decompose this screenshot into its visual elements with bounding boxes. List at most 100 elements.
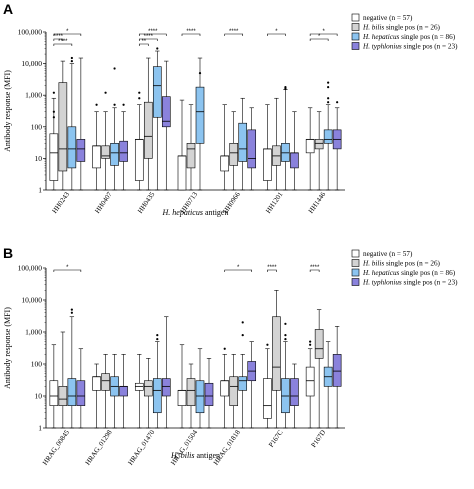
legend-label: negative (n = 57) bbox=[363, 14, 413, 22]
legend-label-rest: single pos (n = 23) bbox=[402, 43, 458, 51]
x-axis-label-italic: H. hepaticus bbox=[162, 208, 203, 217]
significance-bracket: * bbox=[267, 29, 286, 36]
box-bilis bbox=[229, 354, 239, 429]
outlier-point bbox=[284, 334, 287, 337]
outlier-point bbox=[327, 97, 330, 100]
x-tick-label: HRAG_01298 bbox=[84, 428, 114, 466]
outlier-point bbox=[95, 103, 98, 106]
box-hepaticus bbox=[67, 56, 77, 191]
legend-label-italic: H. typhlonius bbox=[362, 43, 402, 51]
legend-swatch bbox=[351, 249, 360, 258]
significance-label: **** bbox=[54, 34, 64, 40]
x-tick-label: HRAG_01504 bbox=[169, 428, 199, 466]
box-iqr bbox=[152, 378, 162, 414]
outlier-point bbox=[156, 47, 159, 50]
bracket-line bbox=[267, 269, 277, 272]
legend-label-italic: H. hepaticus bbox=[362, 33, 400, 41]
outlier-point bbox=[122, 103, 125, 106]
box-iqr bbox=[220, 155, 230, 172]
box-iqr bbox=[119, 386, 128, 397]
outlier-point bbox=[241, 321, 244, 324]
outlier-point bbox=[156, 337, 159, 341]
significance-label: **** bbox=[148, 29, 158, 35]
bracket-line bbox=[138, 38, 158, 41]
box-negative bbox=[134, 354, 144, 429]
outlier-point bbox=[198, 72, 202, 75]
legend-label-italic: H. hepaticus bbox=[362, 269, 400, 277]
x-tick-label: HH0243 bbox=[51, 190, 72, 215]
box-typhlonius bbox=[332, 326, 342, 429]
box-iqr bbox=[92, 145, 101, 169]
outlier-point bbox=[113, 103, 116, 106]
box-iqr bbox=[204, 382, 214, 406]
box-iqr bbox=[161, 96, 171, 128]
outlier-point bbox=[113, 67, 116, 70]
significance-label: **** bbox=[267, 265, 277, 271]
bracket-line bbox=[224, 269, 253, 272]
box-typhlonius bbox=[332, 101, 342, 191]
outlier-point bbox=[70, 308, 73, 311]
box-iqr bbox=[186, 378, 196, 406]
box-iqr bbox=[101, 373, 110, 391]
box-negative bbox=[263, 343, 272, 429]
x-tick-label: HH0435 bbox=[136, 190, 157, 215]
box-group: P167C bbox=[263, 290, 299, 449]
significance-label: * bbox=[66, 265, 69, 271]
significance-bracket: **** bbox=[53, 39, 73, 46]
bracket-line bbox=[224, 33, 244, 36]
box-typhlonius bbox=[247, 107, 257, 191]
box-iqr bbox=[272, 316, 281, 391]
panel-B: B 1 10 100 1,000 10,000 100,000 Antibody respon… bbox=[3, 245, 458, 467]
box-group: HRAG_01504 bbox=[169, 344, 214, 467]
legend-label: H. hepaticus single pos (n = 86) bbox=[362, 33, 456, 41]
box-iqr bbox=[229, 143, 239, 166]
y-tick-label: 100,000 bbox=[18, 28, 43, 37]
x-tick-label: HRAG_01470 bbox=[126, 428, 156, 466]
x-tick-label: HH1446 bbox=[307, 190, 328, 215]
significance-label: **** bbox=[144, 34, 154, 40]
significance-label: * bbox=[322, 29, 325, 35]
significance-bracket: **** bbox=[138, 34, 158, 41]
legend-label-rest: single pos (n = 86) bbox=[399, 33, 455, 41]
significance-bracket: **** bbox=[53, 34, 64, 41]
box-bilis bbox=[101, 354, 110, 429]
outlier-point bbox=[70, 59, 73, 63]
significance-label: ** bbox=[141, 39, 146, 45]
box-typhlonius bbox=[290, 111, 299, 191]
box-group: HH0243 bbox=[49, 56, 86, 215]
box-group: HRAG_01818 bbox=[212, 321, 257, 467]
box-iqr bbox=[305, 366, 315, 397]
legend-label-rest: negative (n = 57) bbox=[363, 14, 413, 22]
outlier-point bbox=[223, 347, 226, 350]
legend-label-italic: H. bilis bbox=[362, 260, 384, 268]
bracket-line bbox=[309, 38, 329, 41]
box-negative bbox=[220, 104, 230, 191]
box-hepaticus bbox=[238, 321, 248, 429]
legend-swatch bbox=[351, 23, 360, 31]
box-bilis bbox=[229, 111, 239, 191]
box-iqr bbox=[314, 329, 324, 359]
outlier-point bbox=[309, 340, 312, 343]
box-iqr bbox=[58, 82, 68, 172]
box-iqr bbox=[177, 155, 187, 191]
outlier-point bbox=[156, 334, 159, 337]
box-iqr bbox=[161, 378, 171, 397]
bracket-line bbox=[53, 269, 82, 272]
box-iqr bbox=[119, 140, 128, 162]
outlier-point bbox=[309, 343, 312, 346]
legend-item: H. typhlonius single pos (n = 23) bbox=[351, 278, 458, 287]
outlier-point bbox=[327, 86, 330, 89]
y-tick-label: 1,000 bbox=[25, 328, 42, 337]
bracket-line bbox=[309, 33, 338, 36]
y-tick-label: 1,000 bbox=[25, 91, 42, 100]
box-negative bbox=[134, 91, 144, 191]
significance-bracket: **** bbox=[309, 265, 320, 272]
legend-label-italic: H. typhlonius bbox=[362, 279, 402, 287]
x-axis-label-rest: antigen bbox=[195, 451, 221, 460]
significance-bracket: * bbox=[224, 265, 253, 272]
box-iqr bbox=[281, 143, 290, 162]
x-tick-label: P167C bbox=[267, 428, 285, 448]
legend-swatch bbox=[351, 42, 360, 50]
box-hepaticus bbox=[323, 341, 333, 429]
box-group: HRAG_01470 bbox=[126, 316, 171, 467]
